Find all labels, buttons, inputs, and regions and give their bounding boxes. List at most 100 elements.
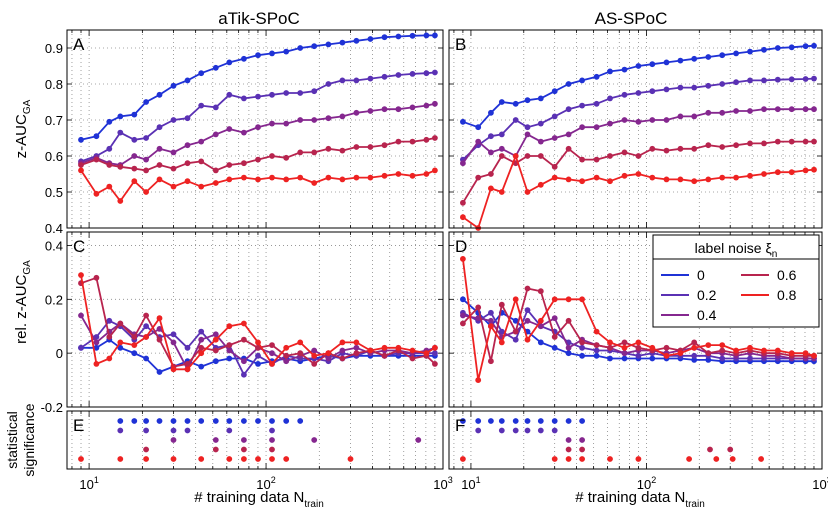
panel-label-B: B — [455, 35, 466, 54]
panel-b-series-point-3 — [788, 138, 795, 145]
panel-c-series-point-1 — [170, 331, 177, 338]
panel-f-significance-dot — [460, 418, 466, 424]
panel-a-series-point-3 — [381, 142, 388, 149]
panel-c-series-point-1 — [143, 323, 150, 330]
panel-b-series-point-4 — [635, 171, 642, 177]
panel-d-series-point-0 — [691, 357, 698, 363]
panel-e-significance-dot — [170, 418, 177, 424]
panel-a-series-point-4 — [311, 180, 318, 186]
panel-c-series-point-2 — [311, 347, 318, 354]
panel-a-series-point-1 — [432, 69, 438, 76]
panel-c-series-point-4 — [198, 350, 205, 357]
panel-a-series-point-1 — [212, 104, 219, 111]
panel-b-series-point-3 — [579, 156, 585, 163]
panel-b-series-point-1 — [774, 76, 781, 83]
panel-e-significance-dot — [347, 456, 354, 462]
panel-b-series-point-3 — [635, 153, 642, 159]
panel-c-series-point-4 — [269, 361, 275, 367]
panel-e-significance-dot — [170, 456, 177, 462]
panel-f-significance-dot — [551, 418, 558, 424]
panel-b-series-point-0 — [733, 50, 739, 57]
panel-e-significance-dot — [241, 456, 247, 462]
panel-b-series-group — [460, 42, 817, 231]
panel-d-series-point-4 — [565, 296, 572, 303]
panel-e-significance-dot — [241, 437, 247, 443]
panel-a-series-point-4 — [170, 183, 177, 190]
x-label-right-main: # training data N — [575, 489, 685, 506]
panel-a-series-point-4 — [381, 172, 388, 179]
panel-c-series-point-1 — [106, 317, 113, 324]
panel-b-series-point-4 — [537, 181, 544, 188]
panel-c-series-point-3 — [198, 344, 205, 351]
panel-b-series-point-2 — [460, 160, 466, 167]
panel-a-series-point-3 — [117, 163, 124, 170]
panel-d-series-point-1 — [635, 352, 642, 359]
panel-a-series-point-0 — [339, 39, 346, 46]
panel-c-series-point-3 — [311, 361, 318, 367]
panel-d-series-point-4 — [733, 347, 739, 354]
panel-a-series-point-2 — [212, 131, 219, 138]
panel-b-series-point-1 — [747, 77, 753, 84]
panel-c-series-point-4 — [93, 361, 100, 367]
column-title-left: aTik-SPoC — [218, 9, 300, 28]
panel-c-series-point-3 — [131, 334, 138, 340]
panel-b-series-point-3 — [649, 145, 656, 152]
panel-b-series-point-3 — [811, 138, 817, 145]
panel-c-series-point-0 — [131, 350, 138, 357]
panel-a-series-point-3 — [409, 138, 416, 145]
panel-d-series-point-4 — [811, 352, 817, 359]
legend-title-sub: n — [772, 249, 778, 260]
panel-b-series-point-0 — [761, 46, 767, 53]
panel-b-series-point-3 — [802, 138, 809, 145]
panel-b-series-point-2 — [761, 106, 767, 113]
panel-a-series-point-4 — [226, 176, 233, 183]
panel-c-series-point-2 — [339, 347, 346, 354]
panel-b-series-point-2 — [488, 149, 494, 156]
panel-c-series-point-1 — [184, 344, 191, 351]
panel-c-series-point-4 — [353, 339, 360, 346]
panel-a-series-point-3 — [226, 162, 233, 168]
panel-b-series-point-1 — [593, 100, 600, 107]
panel-e-significance-dot — [131, 418, 138, 424]
panel-d-series-point-1 — [524, 307, 531, 313]
panel-a-series-point-1 — [117, 129, 124, 136]
panel-c-series-point-2 — [226, 347, 233, 354]
panel-c-series-point-2 — [269, 350, 275, 357]
panel-f-significance-dot — [475, 427, 482, 434]
panel-b-series-point-0 — [747, 48, 753, 55]
panel-d-series-point-3 — [719, 347, 726, 354]
panel-c-series-point-1 — [255, 352, 261, 359]
panel-b-series-point-0 — [579, 77, 585, 84]
panel-d-series-point-3 — [663, 344, 670, 351]
x-label-left-main: # training data N — [194, 489, 304, 506]
panel-f-significance-dot — [635, 456, 642, 462]
panel-f-significance-dot — [758, 456, 764, 462]
panel-d-series-point-4 — [579, 296, 585, 303]
panel-a-series-point-1 — [241, 95, 247, 102]
panel-b-series-point-0 — [649, 61, 656, 68]
panel-b-series-point-1 — [663, 86, 670, 93]
panel-f-significance-dot — [475, 418, 482, 424]
panel-b-series-point-0 — [498, 99, 505, 105]
panel-e-significance-dot — [198, 418, 205, 424]
panel-e-significance-dot — [156, 418, 163, 424]
panel-f-significance-dot — [713, 456, 720, 462]
panel-b-series-point-0 — [593, 73, 600, 80]
panel-e-significance-dot — [143, 427, 150, 434]
x-tick-exponent: 2 — [271, 475, 276, 485]
panel-d-series-point-4 — [649, 344, 656, 351]
panel-b-series-point-1 — [677, 84, 684, 91]
panel-b-series-point-1 — [705, 82, 712, 89]
panel-a-series-point-2 — [423, 102, 430, 109]
panel-b-series-point-0 — [663, 59, 670, 66]
panel-c-series-point-4 — [184, 366, 191, 373]
panel-e-significance-dot — [226, 456, 233, 462]
panel-d-series-point-3 — [488, 358, 494, 365]
panel-a-series-point-4 — [93, 190, 100, 197]
x-tick-exponent: 1 — [476, 475, 481, 485]
panel-a-series-point-3 — [339, 147, 346, 154]
panel-a-y-tick-label: 0.6 — [45, 149, 63, 164]
panel-d-series-point-4 — [607, 339, 613, 346]
panel-e-significance-dot — [255, 456, 261, 462]
panel-b-series-point-2 — [537, 138, 544, 145]
